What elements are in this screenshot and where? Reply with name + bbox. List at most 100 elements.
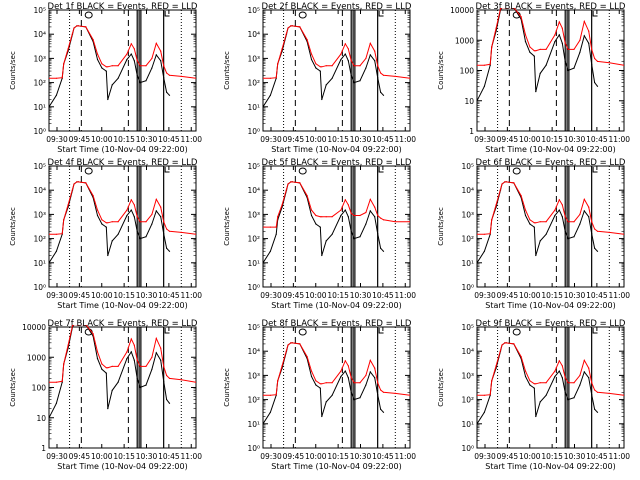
events-point [579,51,581,53]
y-axis-label: Counts/sec [437,368,445,407]
events-point [331,233,333,235]
events-point [136,74,138,76]
lld-point [353,65,355,67]
lld-point [136,216,138,218]
lld-point [359,214,361,217]
events-point [166,247,168,249]
lld-point [101,219,103,221]
x-tick-label: 09:30 [474,291,496,300]
lld-point [291,181,293,183]
events-point [380,247,382,249]
events-point [136,377,138,379]
x-axis-label: Start Time (10-Nov-04 09:22:00) [485,462,615,471]
events-point [350,391,352,393]
series-lld-line [263,25,410,79]
lld-point [71,325,74,327]
lld-point [382,219,385,221]
x-tick-label: 09:30 [260,291,282,300]
lld-point [350,212,352,214]
lld-point [310,53,313,55]
events-point [319,226,321,228]
lld-point [331,65,333,67]
x-tick-label: 10:00 [305,291,327,300]
lld-point [76,325,78,326]
lld-point [287,183,289,185]
lld-point [623,394,624,396]
events-point [369,210,371,212]
y-tick-label: 10¹ [33,259,46,268]
lld-point [495,27,497,29]
lld-point [275,394,277,396]
y-tick-label: 10⁴ [247,186,260,195]
events-point [331,77,333,79]
y-tick-label: 10⁵ [461,162,474,171]
x-tick-label: 10:30 [564,452,586,461]
lld-point [319,66,321,68]
lld-point [145,65,147,67]
events-point [483,411,485,413]
lld-point [275,77,277,79]
x-tick-label: 10:15 [327,452,349,461]
lld-point [71,32,74,34]
lld-point [130,338,132,340]
lld-point [579,39,581,41]
events-point [588,216,590,218]
lld-point [49,233,50,235]
lld-point [325,65,327,67]
y-axis-label: Counts/sec [223,207,231,246]
events-point [353,238,355,240]
data-area [477,8,624,102]
lld-point [347,48,349,50]
events-point [573,67,575,69]
lld-point [505,181,507,183]
lld-point [96,209,99,211]
lld-point [374,367,376,369]
lld-point [130,199,132,201]
events-point [594,247,596,249]
lld-point [166,228,168,230]
y-tick-label: 10⁵ [33,6,46,15]
x-tick-label: 09:45 [283,135,305,144]
lld-point [513,182,515,184]
lld-point [49,77,50,79]
lld-point [263,77,264,79]
lld-point [130,43,132,45]
y-tick-label: 10¹ [461,420,474,429]
events-point [136,230,138,232]
plot-frame [48,165,197,288]
series-lld-line [49,25,196,79]
events-point [591,63,593,65]
lld-point [588,367,590,369]
lld-point [594,228,596,230]
lld-point [306,356,308,358]
events-point [535,254,537,257]
chart-title: Det 2f BLACK = Events, RED = LLD [262,2,412,12]
events-point [155,54,157,56]
events-point [96,214,99,217]
x-tick-label: 10:00 [91,291,113,300]
y-axis-label: Counts/sec [437,207,445,246]
lld-point [535,383,537,385]
x-tick-label: 11:00 [180,452,202,461]
saa-symbol [592,328,598,334]
x-tick-label: 09:45 [69,291,91,300]
series-lld-line [477,8,624,66]
lld-point [107,66,109,68]
lld-point [573,382,575,384]
lld-point [524,370,527,372]
lld-point [365,374,367,376]
lld-point [520,195,522,197]
series-lld-line [263,342,410,396]
events-point [539,401,541,403]
x-tick-label: 11:00 [394,291,416,300]
y-tick-label: 10² [33,235,46,244]
lld-point [545,221,547,223]
lld-point [529,46,531,48]
events-point [347,216,349,218]
lld-point [269,394,271,396]
orbit-symbol [84,11,93,19]
x-tick-label: 09:45 [497,135,519,144]
events-point [554,214,556,217]
lld-point [545,382,547,384]
